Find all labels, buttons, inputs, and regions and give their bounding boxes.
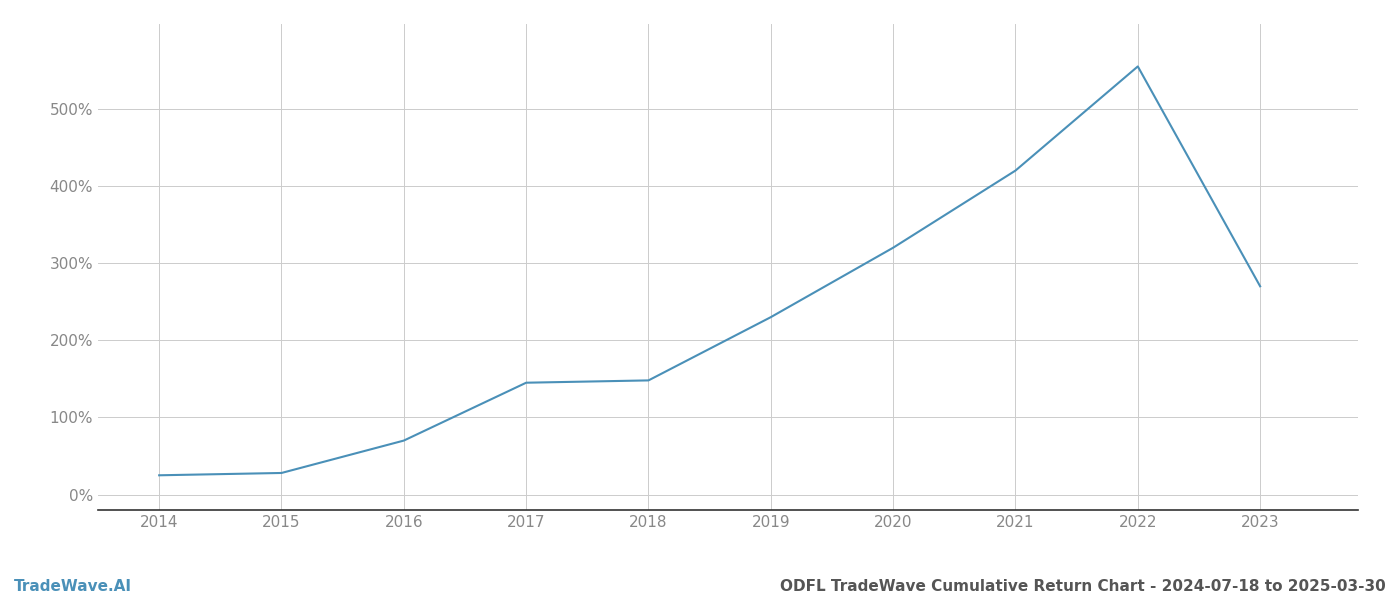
- Text: ODFL TradeWave Cumulative Return Chart - 2024-07-18 to 2025-03-30: ODFL TradeWave Cumulative Return Chart -…: [780, 579, 1386, 594]
- Text: TradeWave.AI: TradeWave.AI: [14, 579, 132, 594]
